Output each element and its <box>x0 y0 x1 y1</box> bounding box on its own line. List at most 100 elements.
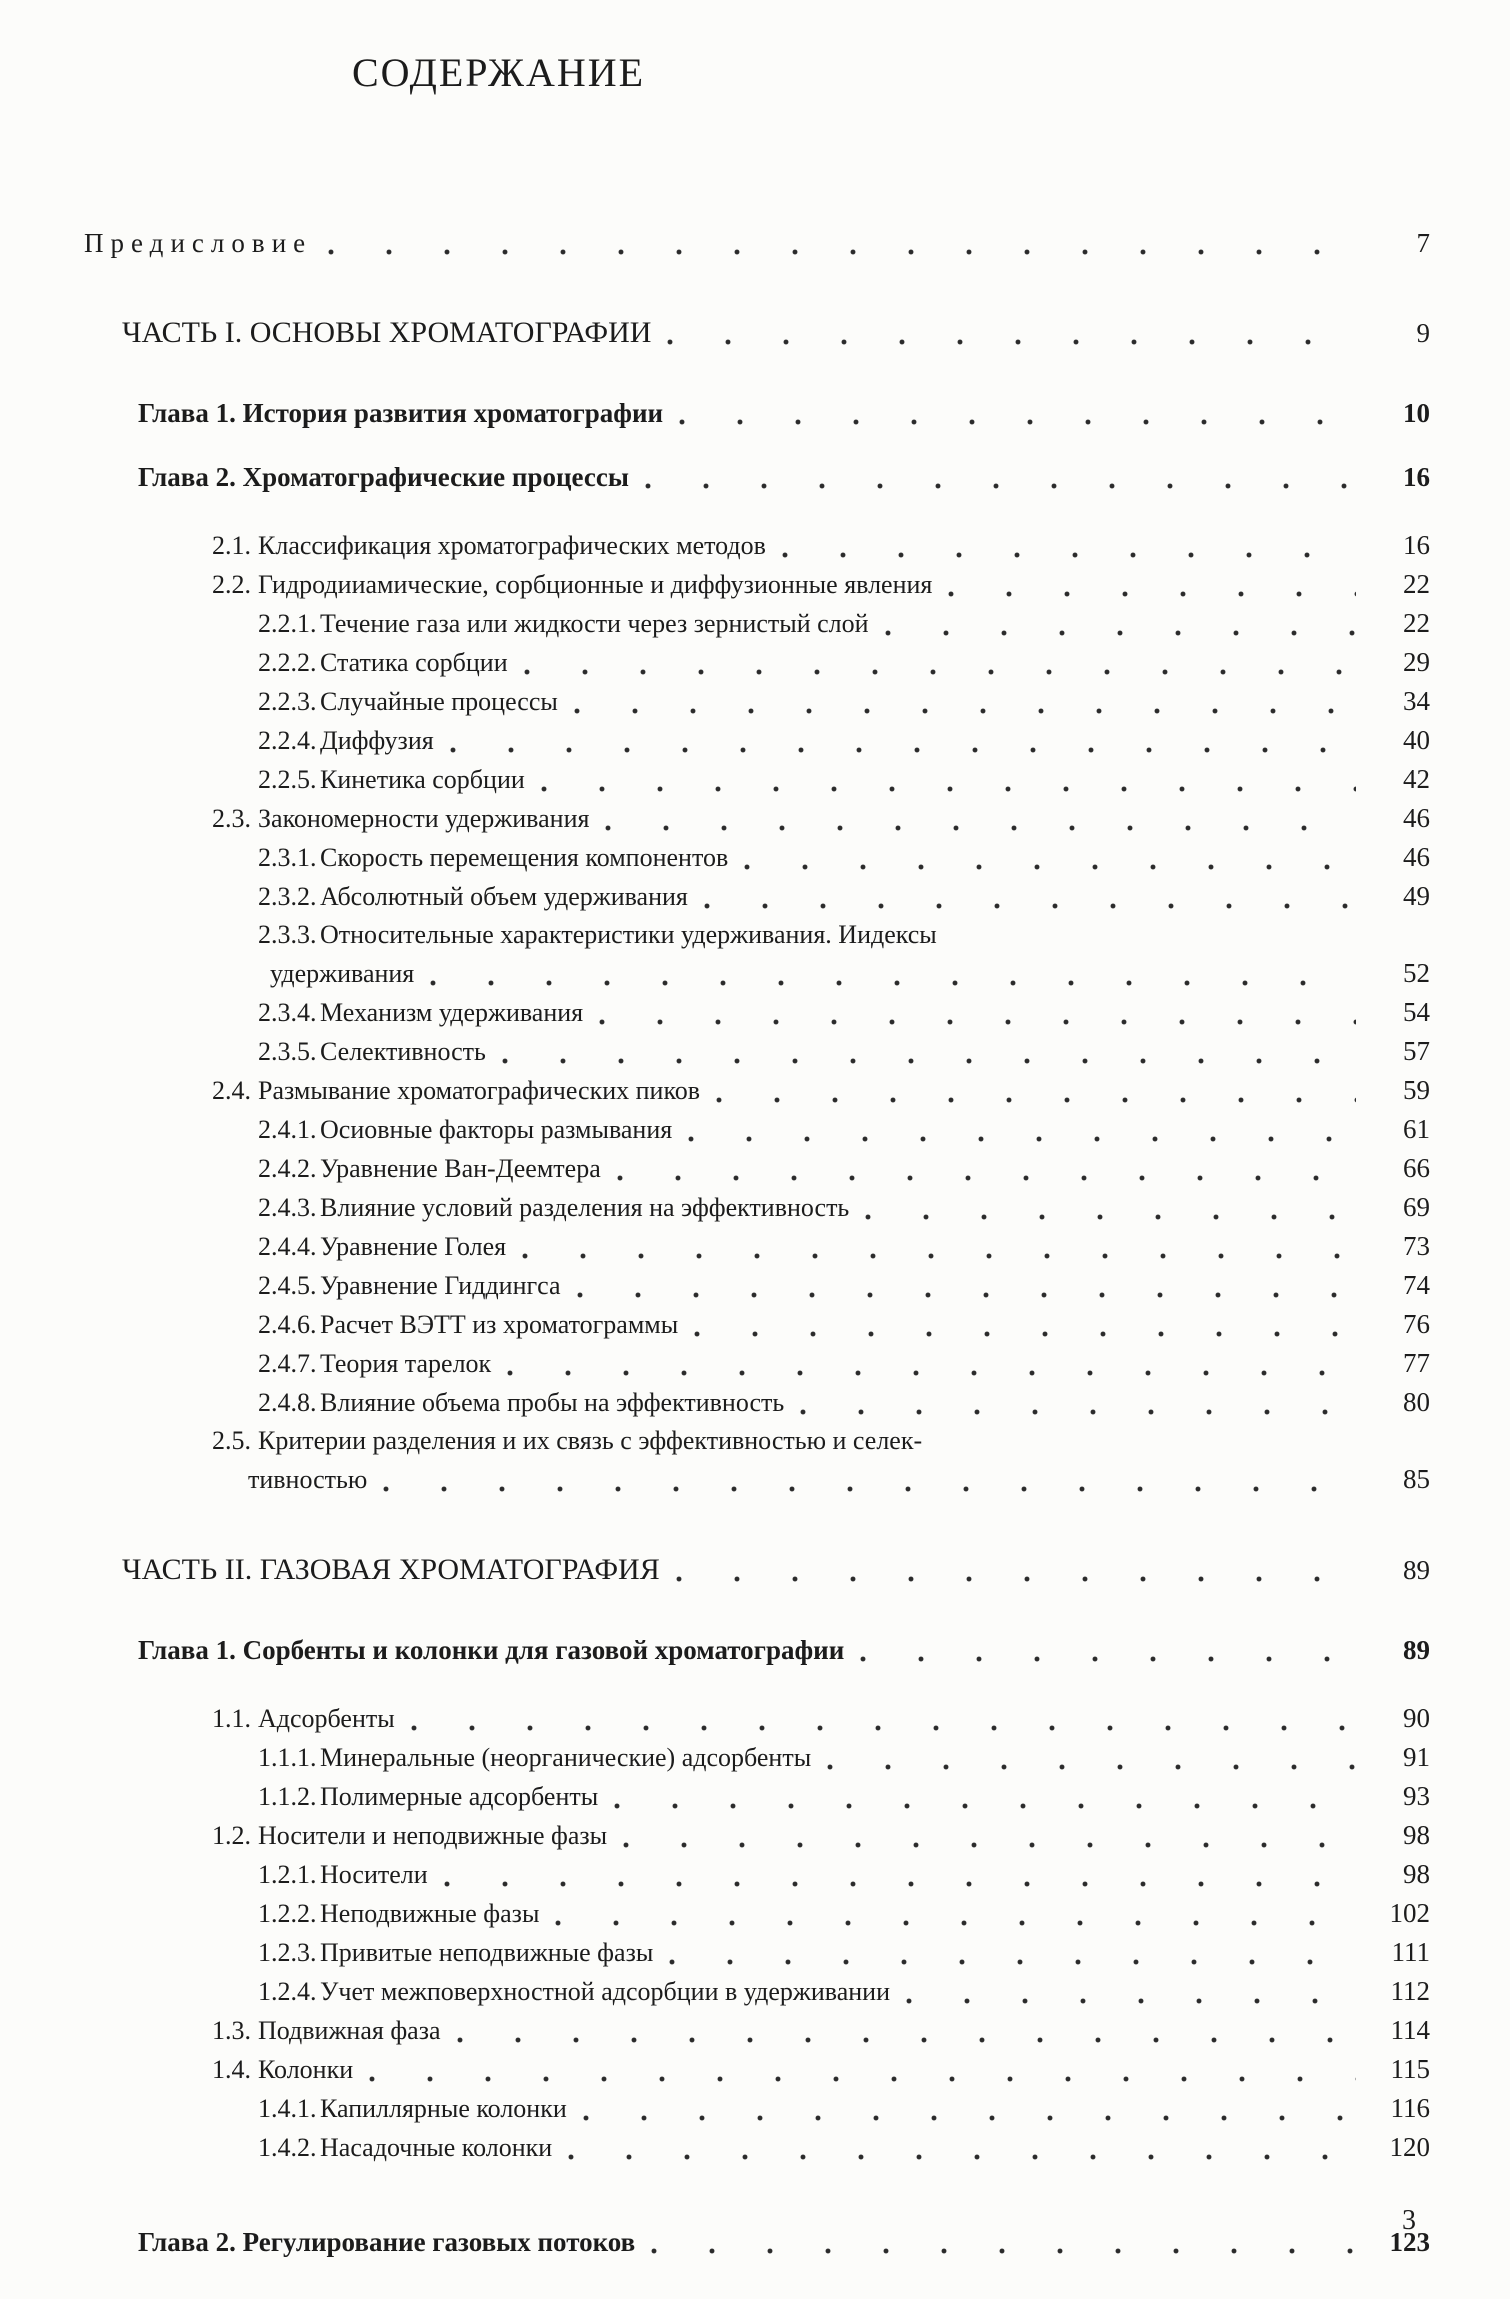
toc-entry-page: 98 <box>1403 1820 1430 1850</box>
toc-entry-page: 9 <box>1416 318 1431 348</box>
dot-leader <box>522 1253 1356 1259</box>
toc-entry: тивностью 85 <box>0 1460 1430 1499</box>
toc-entry-title: Диффузия <box>320 726 434 755</box>
toc-entry-title: Глава 2. Регулирование газовых потоков <box>138 2227 636 2257</box>
toc-entry: 2.1. Классификация хроматографических мет… <box>0 526 1430 565</box>
toc-entry-title: Скорость перемещения компонентов <box>320 843 729 872</box>
toc-entry-number: 2.2.1. <box>258 609 317 638</box>
dot-leader <box>501 1058 1356 1064</box>
dot-leader <box>744 864 1356 870</box>
toc-entry-number: 1.2.4. <box>258 1977 317 2006</box>
dot-leader <box>948 591 1356 597</box>
toc-entry: 2.2.1. Течение газа или жидкости через зе… <box>0 604 1430 643</box>
toc-entry-title: Носители и неподвижные фазы <box>258 1821 608 1850</box>
toc-entry-number: 2.3.5. <box>258 1037 317 1066</box>
toc-entry: 2.4.8. Влияние объема пробы на эффективно… <box>0 1383 1430 1422</box>
toc-entry-number: 2.4. <box>212 1076 251 1105</box>
toc-entry: 1.2.1. Носители 98 <box>0 1855 1430 1894</box>
toc-entry-number: 2.4.5. <box>258 1271 317 1300</box>
toc-entry: 2.4.4. Уравнение Голея 73 <box>0 1227 1430 1266</box>
toc-entry-title: Классификация хроматографических методов <box>258 531 766 560</box>
toc-entry-page: 10 <box>1403 398 1430 428</box>
dot-leader <box>644 483 1356 489</box>
toc-entry-title: Глава 2. Хроматографические процессы <box>138 462 629 492</box>
toc-entry-page: 22 <box>1403 569 1430 599</box>
toc-entry: 2.4.1. Осиовные факторы размывания 61 <box>0 1110 1430 1149</box>
toc-entry-page: 54 <box>1403 997 1430 1027</box>
toc-entry: удерживания 52 <box>0 954 1430 993</box>
toc-entry: 2.2.2. Статика сорбции 29 <box>0 643 1430 682</box>
dot-leader <box>576 1292 1356 1298</box>
toc-entry-page: 16 <box>1403 530 1430 560</box>
toc-entry-title: Полимерные адсорбенты <box>320 1782 599 1811</box>
toc-entry: Глава 2. Регулирование газовых потоков 12… <box>0 2223 1430 2261</box>
toc-entry: Глава 1. История развития хроматографии 1… <box>0 394 1430 432</box>
toc-entry-number: 1.3. <box>212 2016 251 2045</box>
toc-entry: 1.1. Адсорбенты 90 <box>0 1699 1430 1738</box>
dot-leader <box>582 2115 1356 2121</box>
toc-entry-number: 2.4.1. <box>258 1115 317 1144</box>
toc-entry-title: ЧАСТЬ I. ОСНОВЫ ХРОМАТОГРАФИИ <box>122 316 652 349</box>
dot-leader <box>651 2248 1356 2254</box>
toc-entry-number: 2.2.4. <box>258 726 317 755</box>
toc-entry-page: 76 <box>1403 1309 1430 1339</box>
toc-entry-title: Случайные процессы <box>320 687 558 716</box>
toc-entry: Глава 2. Хроматографические процессы 16 <box>0 458 1430 496</box>
dot-leader <box>456 2037 1356 2043</box>
toc-entry-page: 89 <box>1403 1555 1430 1585</box>
toc-entry-page: 112 <box>1390 1976 1431 2006</box>
toc-entry-number: 1.4.2. <box>258 2133 317 2162</box>
toc-entry-title: Осиовные факторы размывания <box>320 1115 673 1144</box>
folio-page-number: 3 <box>1402 2205 1416 2236</box>
toc-entry-title: Селективность <box>320 1037 486 1066</box>
toc-entry-number: 2.3.2. <box>258 882 317 911</box>
toc-entry-page: 49 <box>1403 881 1430 911</box>
dot-leader <box>884 630 1356 636</box>
dot-leader <box>860 1656 1356 1662</box>
toc-entry-number: 1.2.1. <box>258 1860 317 1889</box>
toc-entry-title: Относительные характеристики удерживания… <box>320 920 937 949</box>
toc-entry-page: 7 <box>1416 228 1431 258</box>
toc-entry-title: удерживания <box>270 959 415 988</box>
dot-leader <box>383 1486 1356 1492</box>
toc-list: Предисловие 7 ЧАСТЬ I. ОСНОВЫ ХРОМАТОГРАФИ… <box>0 224 1510 2261</box>
toc-entry-page: 16 <box>1403 462 1430 492</box>
toc-entry: 2.4. Размывание хроматографических пиков 5… <box>0 1071 1430 1110</box>
dot-leader <box>716 1097 1356 1103</box>
toc-entry: 2.3. Закономерности удерживания 46 <box>0 799 1430 838</box>
toc-entry-title: Уравнение Ван-Деемтера <box>320 1154 601 1183</box>
toc-entry-page: 102 <box>1389 1898 1431 1928</box>
dot-leader <box>865 1214 1356 1220</box>
toc-entry-page: 40 <box>1403 725 1430 755</box>
toc-entry-page: 29 <box>1403 647 1430 677</box>
toc-entry-number: 2.3.3. <box>258 920 317 949</box>
dot-leader <box>540 786 1356 792</box>
toc-entry-number: 2.4.3. <box>258 1193 317 1222</box>
toc-entry-title: Уравнение Голея <box>320 1232 507 1261</box>
toc-entry: 1.2. Носители и неподвижные фазы 98 <box>0 1816 1430 1855</box>
toc-entry-number: 1.1.2. <box>258 1782 317 1811</box>
toc-entry: 2.5. Критерии разделения и их связь с эфф… <box>0 1422 1430 1460</box>
dot-leader <box>555 1920 1356 1926</box>
toc-entry: 1.4.1. Капиллярные колонки 116 <box>0 2089 1430 2128</box>
toc-entry: 2.4.2. Уравнение Ван-Деемтера 66 <box>0 1149 1430 1188</box>
toc-entry-title: Минеральные (неорганические) адсорбенты <box>320 1743 812 1772</box>
toc-entry: Глава 1. Сорбенты и колонки для газовой … <box>0 1631 1430 1669</box>
toc-entry-number: 2.4.8. <box>258 1388 317 1417</box>
toc-entry-page: 115 <box>1390 2054 1431 2084</box>
toc-entry-title: Носители <box>320 1860 428 1889</box>
toc-entry-title: Насадочные колонки <box>320 2133 553 2162</box>
toc-entry: 1.4. Колонки 115 <box>0 2050 1430 2089</box>
toc-entry-page: 52 <box>1403 958 1430 988</box>
toc-entry: 2.4.3. Влияние условий разделения на эффе… <box>0 1188 1430 1227</box>
toc-entry-title: тивностью <box>248 1465 368 1494</box>
dot-leader <box>614 1803 1356 1809</box>
dot-leader <box>669 1959 1356 1965</box>
dot-leader <box>573 708 1356 714</box>
toc-entry-page: 89 <box>1403 1635 1430 1665</box>
toc-entry: 1.1.1. Минеральные (неорганические) адсор… <box>0 1738 1430 1777</box>
toc-entry: 1.4.2. Насадочные колонки 120 <box>0 2128 1430 2167</box>
toc-entry: ЧАСТЬ II. ГАЗОВАЯ ХРОМАТОГРАФИЯ 89 <box>0 1551 1430 1589</box>
toc-entry-page: 59 <box>1403 1075 1430 1105</box>
toc-entry-number: 2.4.2. <box>258 1154 317 1183</box>
